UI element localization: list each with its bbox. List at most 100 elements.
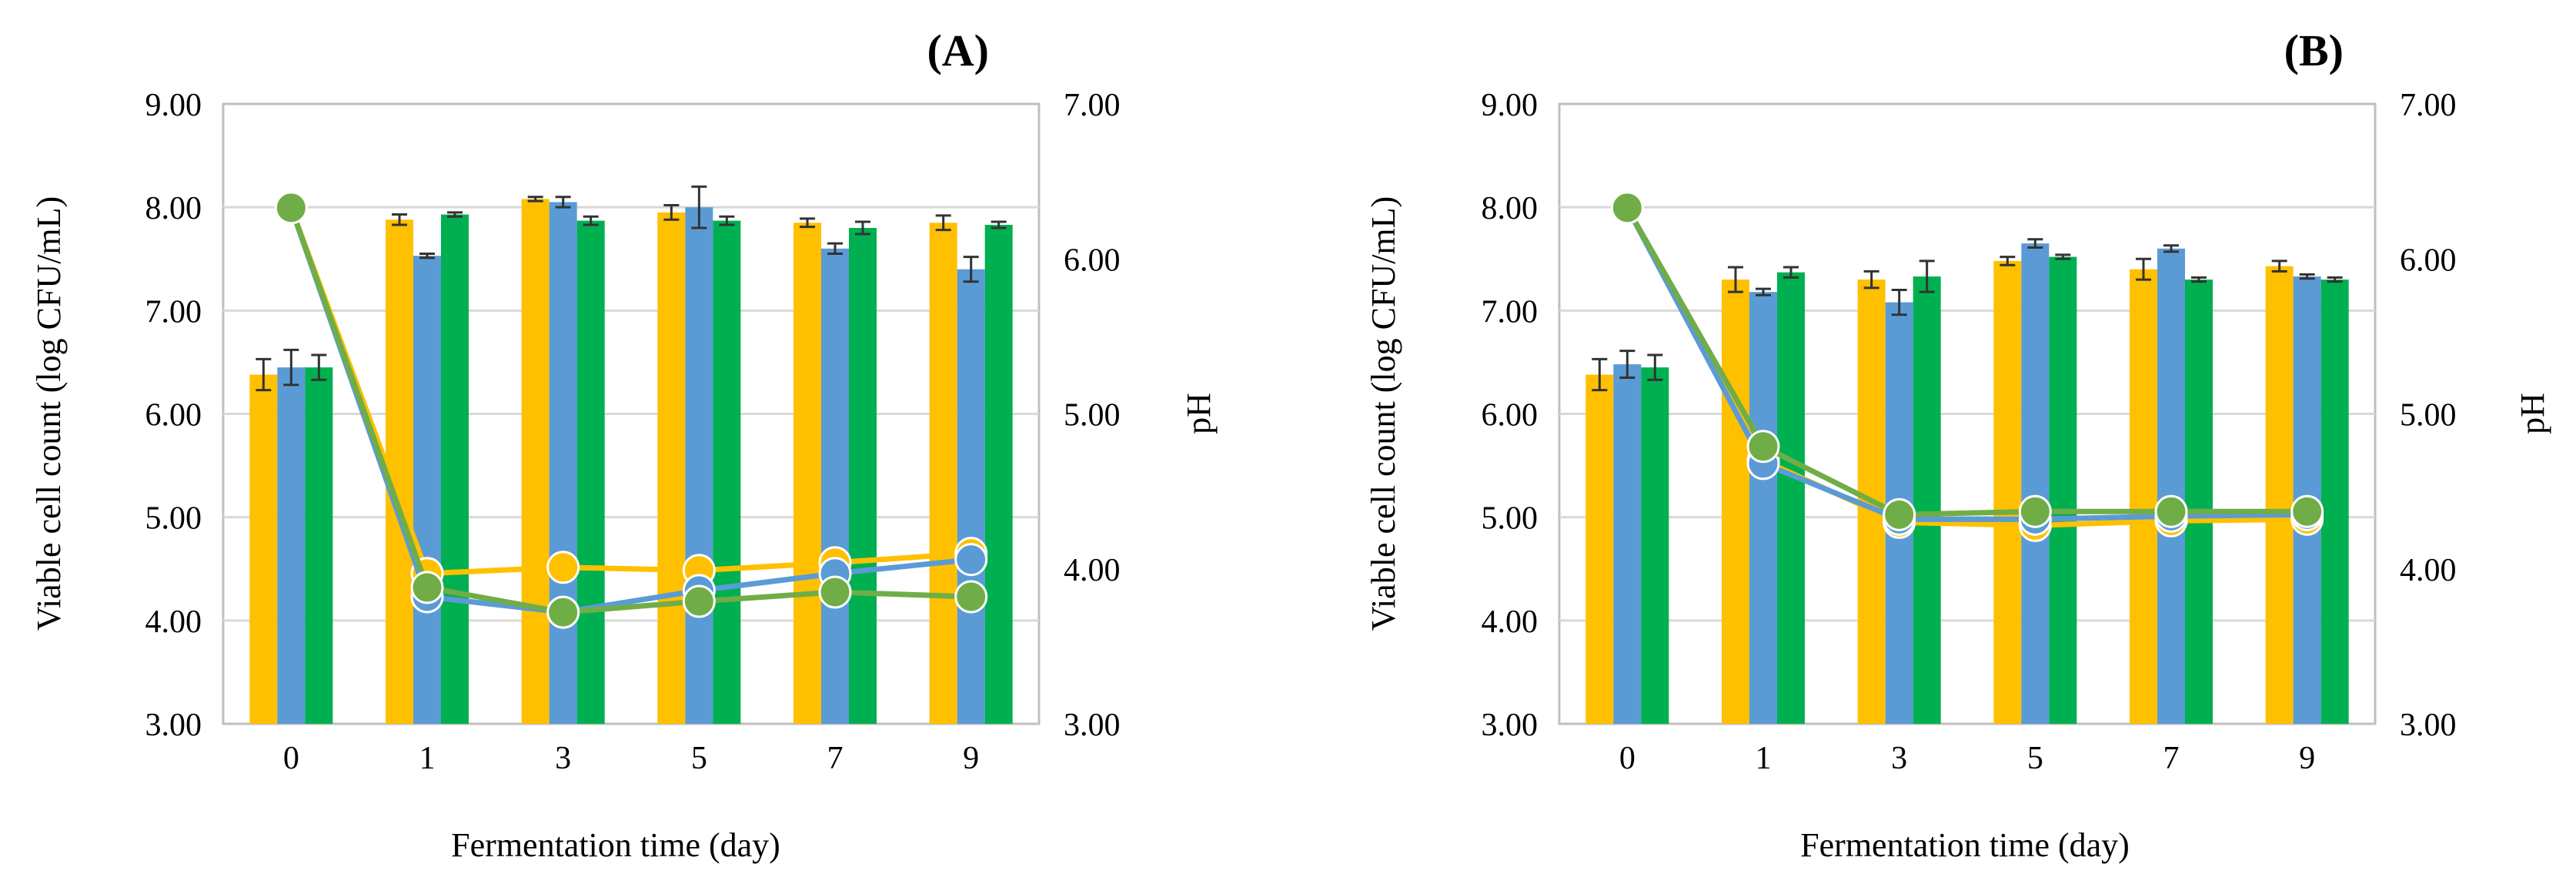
- y-tick-label: 3.00: [145, 708, 202, 743]
- bar: [929, 223, 957, 725]
- ph-marker: [2154, 494, 2188, 528]
- ph-marker: [818, 575, 852, 609]
- ph-marker: [954, 543, 988, 577]
- bar: [2265, 266, 2294, 724]
- panel-b-grid: [1559, 206, 2375, 622]
- bar: [249, 374, 278, 724]
- panel-a-ylabel: Viable cell count (log CFU/mL): [30, 196, 68, 631]
- panel-a-y2label: pH: [1180, 393, 1218, 434]
- bar: [521, 199, 550, 724]
- bar: [2320, 280, 2349, 724]
- x-tick-label: 0: [1619, 741, 1635, 776]
- panel-b: (B) Fermentation time (day) Viable cell …: [1365, 25, 2551, 864]
- bar: [657, 212, 686, 724]
- panel-b-label: (B): [2284, 25, 2344, 75]
- y2-tick-label: 7.00: [2400, 88, 2457, 123]
- bar: [1777, 272, 1805, 725]
- y2-tick-label: 7.00: [1064, 88, 1121, 123]
- ph-marker: [682, 584, 716, 618]
- x-tick-label: 5: [691, 741, 707, 776]
- bar: [2049, 256, 2077, 725]
- ph-marker: [546, 595, 580, 629]
- y-tick-label: 4.00: [1482, 604, 1539, 640]
- panel-a-bars: [249, 185, 1013, 725]
- bar: [1613, 364, 1642, 724]
- y-tick-label: 9.00: [1482, 88, 1539, 123]
- bar: [821, 248, 849, 724]
- bar: [1722, 280, 1749, 724]
- bar: [305, 367, 333, 724]
- y2-tick-label: 4.00: [1064, 553, 1121, 588]
- bar: [1585, 374, 1614, 724]
- y-tick-label: 7.00: [145, 294, 202, 330]
- ph-line: [289, 206, 971, 577]
- ph-marker: [2290, 494, 2324, 528]
- y2-tick-label: 6.00: [1064, 243, 1121, 278]
- y-tick-label: 8.00: [145, 191, 202, 226]
- bar: [1749, 292, 1777, 724]
- x-tick-label: 7: [827, 741, 844, 776]
- bar: [2157, 248, 2185, 724]
- y2-tick-label: 4.00: [2400, 553, 2457, 588]
- bar: [2130, 269, 2157, 725]
- bar: [277, 367, 306, 724]
- bar: [2185, 280, 2213, 724]
- ph-marker: [2018, 494, 2052, 528]
- x-tick-label: 7: [2163, 741, 2180, 776]
- y2-tick-label: 3.00: [2400, 708, 2457, 743]
- ph-marker: [410, 571, 444, 604]
- panel-a-grid: [223, 206, 1039, 622]
- panel-b-axes: 3.00 4.00 5.00 6.00 7.00 8.00 9.00 3.00 4.00 5.00…: [1482, 88, 2457, 776]
- bar: [794, 223, 821, 725]
- ph-marker: [546, 551, 580, 584]
- y-tick-label: 7.00: [1482, 294, 1539, 330]
- bar: [413, 256, 441, 725]
- y2-tick-label: 6.00: [2400, 243, 2457, 278]
- y-tick-label: 4.00: [145, 604, 202, 640]
- bar: [441, 214, 469, 724]
- bar: [1913, 276, 1941, 724]
- bar: [984, 224, 1013, 725]
- panel-b-ylabel: Viable cell count (log CFU/mL): [1365, 196, 1402, 631]
- bar: [685, 207, 713, 725]
- panel-a-xlabel: Fermentation time (day): [451, 826, 780, 864]
- panel-b-y2label: pH: [2514, 393, 2551, 434]
- y2-tick-label: 3.00: [1064, 708, 1121, 743]
- ph-marker: [1746, 430, 1780, 464]
- panel-b-xlabel: Fermentation time (day): [1800, 826, 2130, 864]
- bar: [576, 220, 605, 724]
- panel-b-lines: [1610, 191, 2324, 542]
- x-tick-label: 3: [1891, 741, 1907, 776]
- ph-marker: [1610, 191, 1644, 225]
- bar: [1993, 260, 2022, 724]
- ph-line: [289, 206, 971, 615]
- ph-marker: [274, 191, 308, 225]
- panel-a: (A) Fermentation time (day) Viable cell …: [30, 25, 1218, 864]
- y-tick-label: 9.00: [145, 88, 202, 123]
- y-tick-label: 3.00: [1482, 708, 1539, 743]
- bar: [957, 269, 985, 725]
- bar: [849, 228, 877, 724]
- ph-line: [1625, 206, 2307, 517]
- panel-a-label: (A): [927, 25, 989, 75]
- bar: [2021, 243, 2050, 724]
- bar: [1641, 367, 1669, 724]
- ph-marker: [1883, 497, 1916, 531]
- panel-a-lines: [274, 191, 988, 629]
- ph-marker: [954, 580, 988, 614]
- x-tick-label: 1: [419, 741, 436, 776]
- x-tick-label: 3: [555, 741, 571, 776]
- y-tick-label: 5.00: [145, 501, 202, 537]
- y2-tick-label: 5.00: [1064, 398, 1121, 434]
- x-tick-label: 9: [963, 741, 979, 776]
- y-tick-label: 8.00: [1482, 191, 1539, 226]
- x-tick-label: 0: [283, 741, 299, 776]
- bar: [713, 220, 741, 724]
- x-tick-label: 1: [1756, 741, 1772, 776]
- y-tick-label: 6.00: [1482, 398, 1539, 434]
- y2-tick-label: 5.00: [2400, 398, 2457, 434]
- ph-line: [1625, 206, 2307, 522]
- bar: [549, 202, 577, 724]
- x-tick-label: 9: [2299, 741, 2315, 776]
